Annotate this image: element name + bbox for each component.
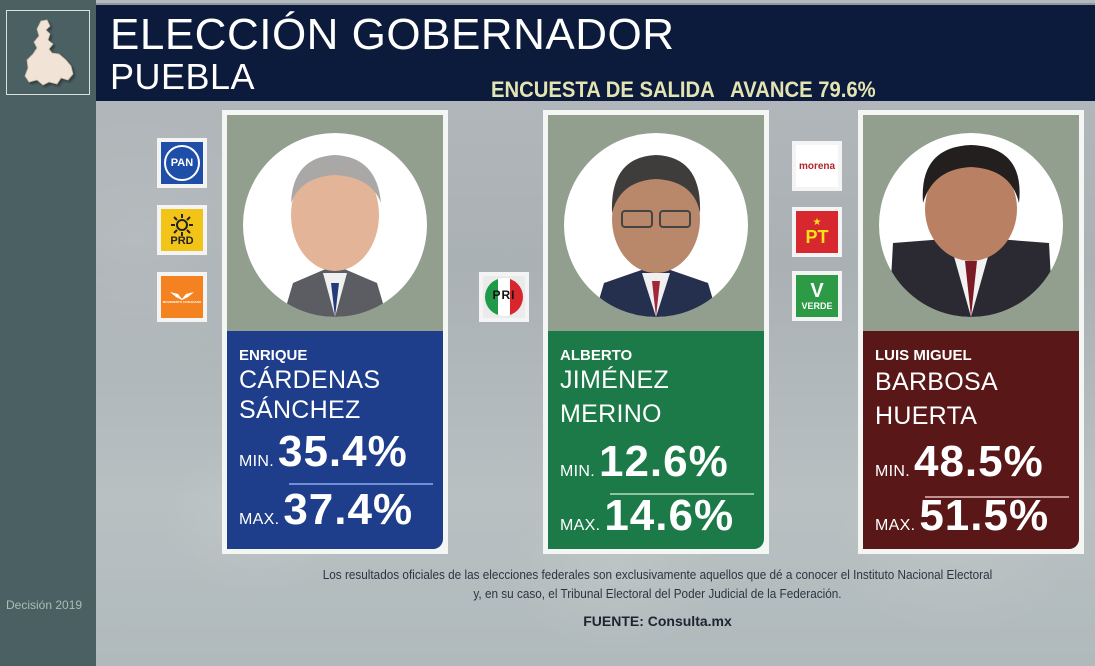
disclaimer-line-2: y, en su caso, el Tribunal Electoral del… bbox=[473, 587, 842, 601]
pt-logo: ★ PT bbox=[792, 207, 842, 257]
morena-logo: morena bbox=[792, 141, 842, 191]
max-row: MAX. 37.4% bbox=[239, 485, 413, 535]
pan-logo: PAN bbox=[157, 138, 207, 188]
movimiento-ciudadano-logo: MOVIMIENTO CIUDADANO bbox=[157, 272, 207, 322]
min-row: MIN. 35.4% bbox=[239, 427, 408, 477]
candidate-last-name-2: MERINO bbox=[560, 400, 662, 428]
max-value: 37.4% bbox=[283, 485, 414, 534]
person-portrait-icon bbox=[283, 155, 387, 317]
min-label: MIN. bbox=[239, 453, 274, 470]
program-label: Decisión 2019 bbox=[6, 598, 83, 612]
pan-logo-text: PAN bbox=[164, 145, 200, 181]
morena-logo-text: morena bbox=[798, 160, 836, 172]
min-value: 12.6% bbox=[598, 437, 729, 486]
person-portrait-icon bbox=[889, 145, 1053, 317]
min-value: 35.4% bbox=[277, 427, 408, 476]
min-value: 48.5% bbox=[913, 437, 1044, 486]
min-row: MIN. 48.5% bbox=[875, 437, 1044, 487]
state-subtitle: PUEBLA bbox=[110, 56, 256, 97]
divider bbox=[289, 483, 433, 485]
max-row: MAX. 51.5% bbox=[875, 491, 1049, 541]
prd-logo: PRD bbox=[157, 205, 207, 255]
result-panel: ALBERTO JIMÉNEZ MERINO MIN. 12.6% MAX. 1… bbox=[548, 331, 764, 549]
star-icon: ★ bbox=[812, 217, 822, 228]
puebla-state-map-icon bbox=[24, 19, 74, 85]
verde-logo: V VERDE bbox=[792, 271, 842, 321]
survey-progress-label: ENCUESTA DE SALIDA AVANCE 79.6% bbox=[491, 77, 876, 102]
result-panel: ENRIQUE CÁRDENAS SÁNCHEZ MIN. 35.4% MAX.… bbox=[227, 331, 443, 549]
prd-logo-text: PRD bbox=[170, 234, 194, 247]
mc-logo-text: MOVIMIENTO CIUDADANO bbox=[162, 300, 202, 304]
min-row: MIN. 12.6% bbox=[560, 437, 729, 487]
photo-area bbox=[548, 115, 764, 331]
candidate-first-name: ENRIQUE bbox=[239, 347, 308, 364]
candidate-photo bbox=[879, 133, 1063, 317]
candidate-last-name-2: HUERTA bbox=[875, 402, 978, 430]
max-label: MAX. bbox=[875, 517, 916, 534]
candidate-first-name: ALBERTO bbox=[560, 347, 633, 364]
legal-disclaimer: Los resultados oficiales de las eleccion… bbox=[246, 566, 1069, 604]
candidate-last-name-2: SÁNCHEZ bbox=[239, 396, 361, 424]
person-portrait-icon bbox=[594, 155, 718, 317]
page-title: ELECCIÓN GOBERNADOR bbox=[110, 10, 675, 59]
candidate-photo bbox=[564, 133, 748, 317]
max-row: MAX. 14.6% bbox=[560, 491, 734, 541]
toucan-v-icon: V bbox=[810, 280, 824, 302]
sun-icon bbox=[171, 213, 193, 236]
eagle-icon bbox=[170, 292, 194, 300]
min-label: MIN. bbox=[560, 463, 595, 480]
pri-logo: PRI bbox=[479, 272, 529, 322]
candidate-card-cardenas: ENRIQUE CÁRDENAS SÁNCHEZ MIN. 35.4% MAX.… bbox=[222, 110, 448, 554]
candidate-photo bbox=[243, 133, 427, 317]
candidate-card-jimenez: ALBERTO JIMÉNEZ MERINO MIN. 12.6% MAX. 1… bbox=[543, 110, 769, 554]
pri-logo-text: PRI bbox=[492, 288, 516, 302]
candidate-card-barbosa: LUIS MIGUEL BARBOSA HUERTA MIN. 48.5% MA… bbox=[858, 110, 1084, 554]
pt-logo-text: PT bbox=[805, 227, 829, 247]
result-panel: LUIS MIGUEL BARBOSA HUERTA MIN. 48.5% MA… bbox=[863, 331, 1079, 549]
photo-area bbox=[227, 115, 443, 331]
verde-logo-text: VERDE bbox=[801, 301, 833, 311]
divider bbox=[610, 493, 754, 495]
data-source: FUENTE: Consulta.mx bbox=[583, 613, 732, 629]
divider bbox=[925, 496, 1069, 498]
max-value: 14.6% bbox=[604, 491, 735, 540]
candidate-last-name-1: BARBOSA bbox=[875, 368, 998, 396]
header-banner: ELECCIÓN GOBERNADOR PUEBLA ENCUESTA DE S… bbox=[96, 3, 1095, 102]
min-label: MIN. bbox=[875, 463, 910, 480]
left-rail: Decisión 2019 bbox=[0, 0, 96, 666]
candidate-last-name-1: CÁRDENAS bbox=[239, 366, 381, 394]
state-map-box bbox=[6, 10, 90, 95]
photo-area bbox=[863, 115, 1079, 331]
candidate-first-name: LUIS MIGUEL bbox=[875, 347, 972, 364]
disclaimer-line-1: Los resultados oficiales de las eleccion… bbox=[322, 568, 993, 582]
max-label: MAX. bbox=[239, 511, 280, 528]
max-label: MAX. bbox=[560, 517, 601, 534]
max-value: 51.5% bbox=[919, 491, 1050, 540]
candidate-last-name-1: JIMÉNEZ bbox=[560, 366, 670, 394]
